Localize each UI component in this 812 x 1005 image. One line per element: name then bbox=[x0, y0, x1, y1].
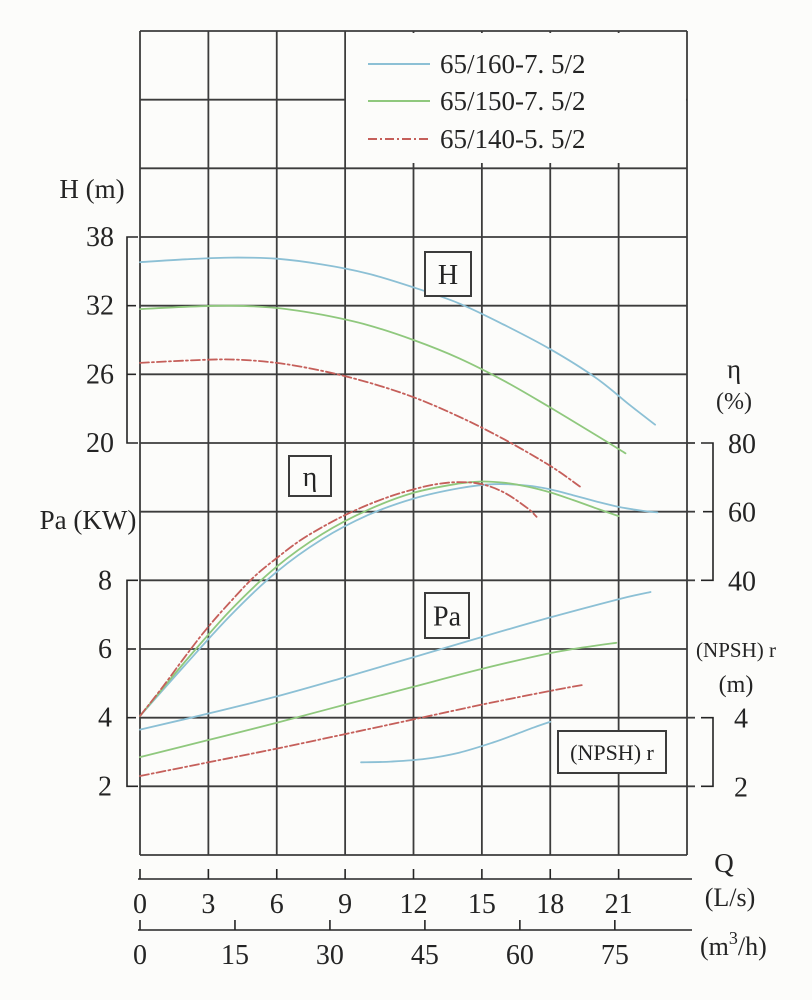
curve-eta-65-150-7-5-2 bbox=[139, 480, 620, 717]
axis-bracket-Pa bbox=[126, 579, 138, 788]
curve-label-text: η bbox=[303, 462, 318, 493]
pa-axis-title: Pa (KW) bbox=[40, 505, 137, 535]
x-axis-corner-label: Q bbox=[714, 848, 734, 878]
x-axis-secondary-tick-label: 75 bbox=[601, 940, 629, 971]
x-axis-secondary-tick-label: 15 bbox=[221, 940, 249, 971]
curve-Pa-65-160-7-5-2 bbox=[139, 591, 652, 731]
x-axis-primary-tick-label: 12 bbox=[400, 889, 428, 920]
x-axis-primary-tick-label: 18 bbox=[536, 889, 564, 920]
curve-H-65-140-5-5-2 bbox=[139, 358, 581, 488]
x-axis-primary-tick-label: 21 bbox=[605, 889, 633, 920]
legend-panel bbox=[346, 33, 686, 163]
npsh-axis-unit: (m) bbox=[719, 672, 754, 698]
npsh-axis-tick-label: 4 bbox=[734, 704, 748, 735]
curve-NPSH-65-160-7-5-2 bbox=[360, 720, 552, 764]
eta-axis-tick-label: 60 bbox=[728, 498, 756, 529]
h-axis-tick-label: 38 bbox=[86, 222, 114, 253]
curve-label-frame bbox=[424, 251, 472, 297]
x-axes bbox=[138, 869, 692, 931]
axis-brackets bbox=[126, 236, 714, 788]
legend-label: 65/160-7. 5/2 bbox=[440, 49, 586, 79]
axis-bracket-H bbox=[126, 236, 138, 444]
h-axis-tick-label: 32 bbox=[86, 291, 114, 322]
curve-label-text: (NPSH) r bbox=[570, 740, 654, 765]
curve-label-text: Pa bbox=[433, 602, 462, 633]
curve-label-frame bbox=[424, 592, 470, 639]
x-axis-primary-tick-label: 0 bbox=[133, 889, 147, 920]
x-axis-primary-tick-label: 3 bbox=[201, 889, 215, 920]
curve-label-frame bbox=[557, 730, 667, 774]
x-axis-primary-unit: (L/s) bbox=[705, 883, 756, 912]
curve-H-65-150-7-5-2 bbox=[139, 304, 627, 455]
curve-label-text: H bbox=[438, 260, 458, 291]
pa-axis-tick-label: 4 bbox=[98, 703, 112, 734]
eta-axis-unit: (%) bbox=[716, 389, 752, 415]
curve-eta-65-140-5-5-2 bbox=[139, 481, 538, 717]
curve-H-65-160-7-5-2 bbox=[139, 256, 656, 426]
x-axis-secondary-tick-label: 30 bbox=[316, 940, 344, 971]
x-axis-secondary-tick-label: 45 bbox=[411, 940, 439, 971]
legend-label: 65/150-7. 5/2 bbox=[440, 86, 586, 116]
pa-axis-tick-label: 2 bbox=[98, 771, 112, 802]
eta-axis-title: η bbox=[727, 354, 741, 384]
pa-axis-tick-label: 6 bbox=[98, 634, 112, 665]
curve-label-box bbox=[288, 455, 332, 497]
curve-eta-65-160-7-5-2 bbox=[139, 483, 659, 717]
x-axis-primary-tick-label: 15 bbox=[468, 889, 496, 920]
curve-label-frame bbox=[288, 455, 332, 497]
curve-Pa-65-150-7-5-2 bbox=[139, 641, 618, 759]
legend bbox=[346, 33, 686, 163]
curve-label-box bbox=[424, 592, 470, 639]
x-axis-secondary-tick-label: 60 bbox=[506, 940, 534, 971]
legend-label: 65/140-5. 5/2 bbox=[440, 124, 586, 154]
h-axis-tick-label: 26 bbox=[86, 359, 114, 390]
axis-bracket-NPSH bbox=[701, 716, 714, 788]
curve-Pa-65-140-5-5-2 bbox=[139, 684, 584, 777]
curve-label-box bbox=[424, 251, 472, 297]
npsh-axis-title: (NPSH) r bbox=[696, 638, 776, 662]
eta-axis-tick-label: 80 bbox=[728, 429, 756, 460]
x-axis-primary-tick-label: 6 bbox=[270, 889, 284, 920]
pa-axis-tick-label: 8 bbox=[98, 565, 112, 596]
curve-label-box bbox=[557, 730, 667, 774]
x-axis-secondary-tick-label: 0 bbox=[133, 940, 147, 971]
x-axis-primary-tick-label: 9 bbox=[338, 889, 352, 920]
eta-axis-tick-label: 40 bbox=[728, 566, 756, 597]
npsh-axis-tick-label: 2 bbox=[734, 772, 748, 803]
h-axis-title: H (m) bbox=[59, 174, 124, 204]
h-axis-tick-label: 20 bbox=[86, 428, 114, 459]
curves bbox=[139, 256, 659, 777]
